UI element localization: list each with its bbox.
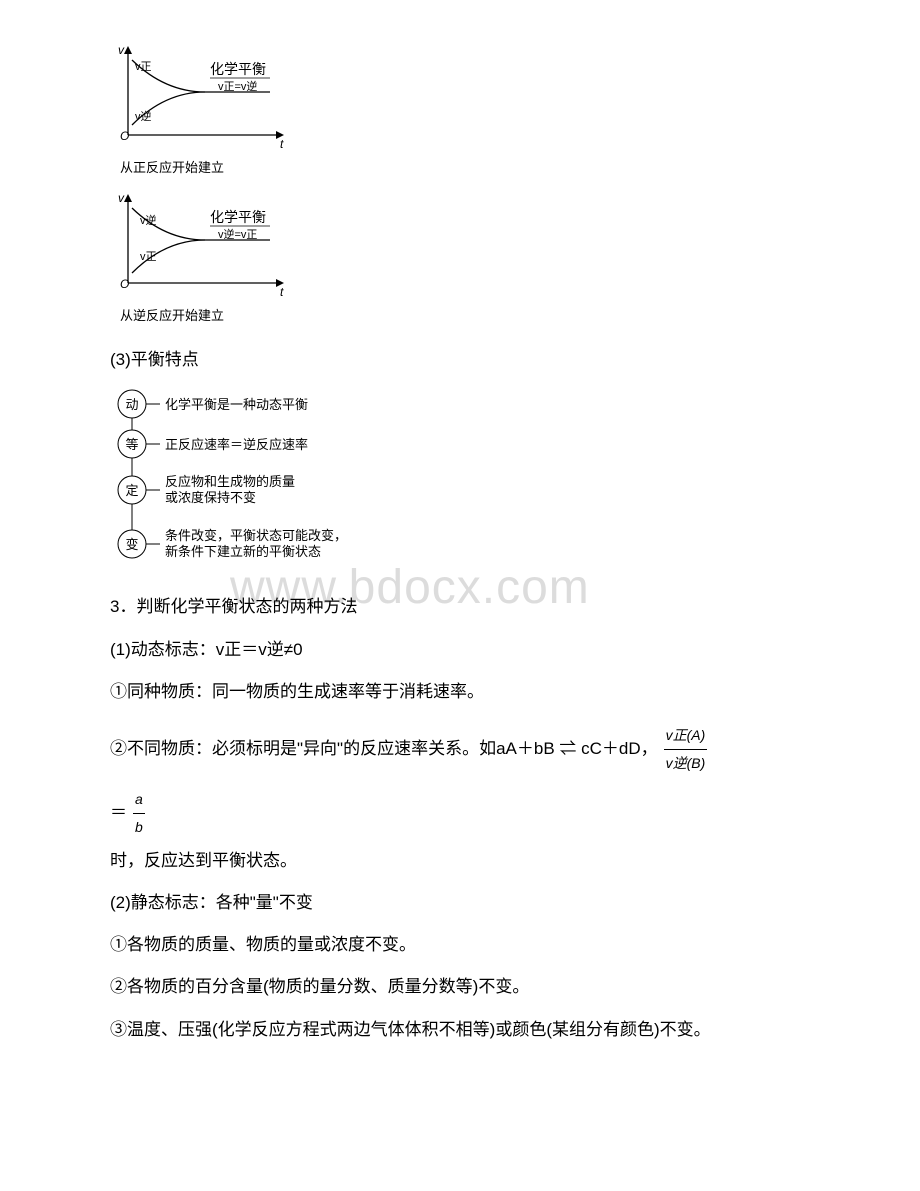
d1-yaxis: v [118,43,125,57]
d1-right-sub: v正=v逆 [218,79,257,93]
equilibrium-diagram-reverse: v t O v逆 v正 化学平衡 v逆=v正 从逆反应开始建立 [110,188,810,324]
tree-node-3-text: 条件改变，平衡状态可能改变， [165,528,347,543]
p2b: ②各物质的百分含量(物质的量分数、质量分数等)不变。 [110,971,810,1003]
d1-bot-label: v逆 [135,109,152,123]
p1b-pre: ②不同物质：必须标明是"异向"的反应速率关系。如aA＋bB ⇌ cC＋dD， [110,733,658,765]
p2a: ①各物质的质量、物质的量或浓度不变。 [110,929,810,961]
d2-xaxis: t [280,285,284,299]
diagram2-svg: v t O v逆 v正 化学平衡 v逆=v正 [110,188,300,303]
d1-caption: 从正反应开始建立 [120,157,810,176]
svg-text:O: O [120,129,129,143]
d2-bot-label: v正 [140,251,157,263]
tree-node-3-circle: 变 [125,537,138,552]
d2-right-sub: v逆=v正 [218,227,257,241]
eq-prefix: ＝ [110,797,127,829]
d1-xaxis: t [280,137,284,151]
tree-node-2-text2: 或浓度保持不变 [165,490,256,505]
tree-node-2-circle: 定 [125,483,138,498]
frac1-den: v逆(B) [664,750,708,777]
tree-node-1-circle: 等 [125,437,138,452]
d1-right-label: 化学平衡 [210,61,266,77]
tree-node-0-circle: 动 [125,397,138,412]
p1b-line: ②不同物质：必须标明是"异向"的反应速率关系。如aA＋bB ⇌ cC＋dD， v… [110,722,810,776]
p1b-post: 时，反应达到平衡状态。 [110,845,810,877]
p1: (1)动态标志：v正＝v逆≠0 [110,634,810,666]
tree-node-3-text2: 新条件下建立新的平衡状态 [165,544,321,559]
p2c: ③温度、压强(化学反应方程式两边气体体积不相等)或颜色(某组分有颜色)不变。 [110,1014,810,1046]
frac1-num: v正(A) [664,722,708,750]
d2-top-label: v逆 [140,213,157,227]
d1-top-label: v正 [135,61,152,73]
eq-line: ＝ a b [110,786,810,840]
d2-caption: 从逆反应开始建立 [120,305,810,324]
equilibrium-diagram-forward: v t O v正 v逆 化学平衡 v正=v逆 从正反应开始建立 [110,40,810,176]
p2: (2)静态标志：各种"量"不变 [110,887,810,919]
fraction-1: v正(A) v逆(B) [664,722,708,776]
frac2-num: a [133,786,145,814]
method-title: 3．判断化学平衡状态的两种方法 [110,591,810,623]
tree-node-2-text: 反应物和生成物的质量 [165,474,295,489]
diagram1-svg: v t O v正 v逆 化学平衡 v正=v逆 [110,40,300,155]
d2-yaxis: v [118,191,125,205]
tree-svg: 动 化学平衡是一种动态平衡 等 正反应速率＝逆反应速率 定 反应物和生成物的质量… [110,386,420,566]
tree-node-1-text: 正反应速率＝逆反应速率 [165,437,308,452]
equilibrium-features-tree: 动 化学平衡是一种动态平衡 等 正反应速率＝逆反应速率 定 反应物和生成物的质量… [110,386,810,571]
tree-node-0-text: 化学平衡是一种动态平衡 [165,397,308,412]
fraction-2: a b [133,786,145,840]
svg-text:O: O [120,277,129,291]
p1a: ①同种物质：同一物质的生成速率等于消耗速率。 [110,676,810,708]
d2-right-label: 化学平衡 [210,209,266,225]
heading-3: (3)平衡特点 [110,344,810,376]
frac2-den: b [133,814,145,841]
